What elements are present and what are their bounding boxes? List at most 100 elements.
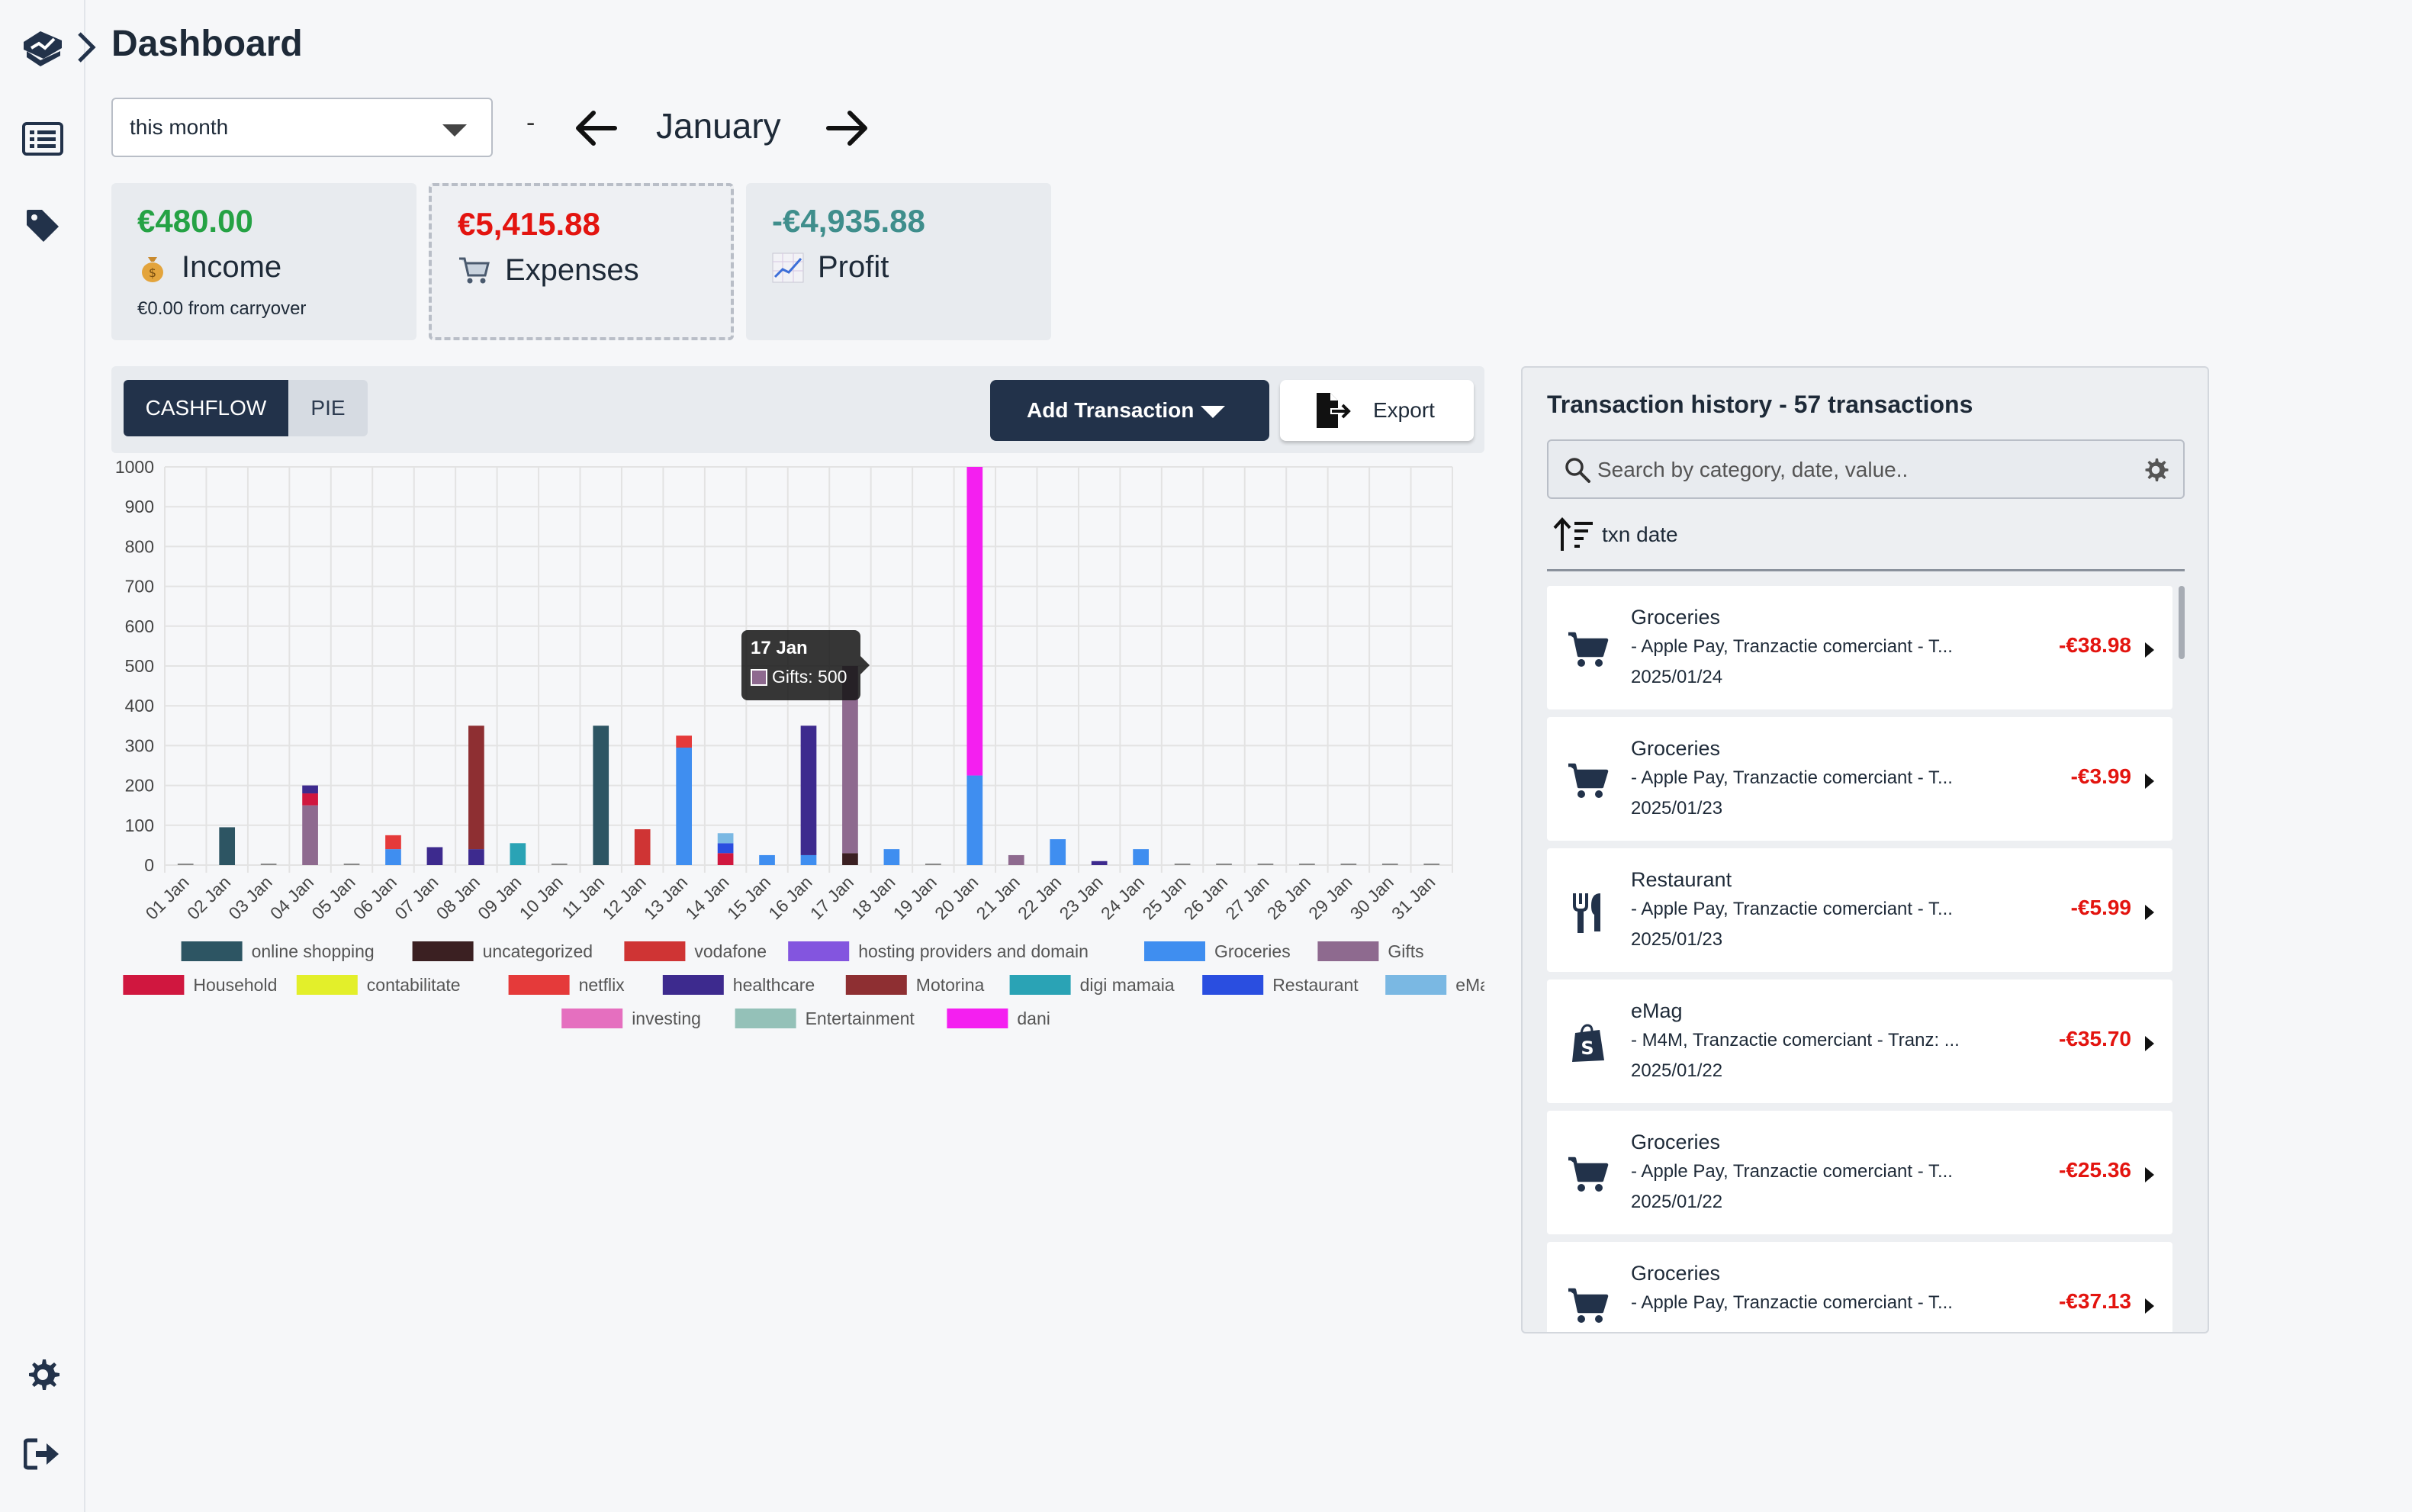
transaction-row[interactable]: Groceries - Apple Pay, Tranzactie comerci… bbox=[1547, 586, 2172, 709]
list-icon[interactable] bbox=[20, 116, 66, 162]
legend-label[interactable]: vodafone bbox=[694, 941, 767, 961]
profit-card[interactable]: -€4,935.88 Profit bbox=[746, 183, 1051, 340]
tab-cashflow[interactable]: CASHFLOW bbox=[124, 380, 288, 436]
bar-segment[interactable] bbox=[634, 829, 651, 865]
tab-pie[interactable]: PIE bbox=[288, 380, 368, 436]
bar-segment[interactable] bbox=[260, 864, 277, 865]
gear-icon[interactable] bbox=[2142, 456, 2169, 484]
legend-swatch[interactable] bbox=[735, 1009, 796, 1028]
bar-segment[interactable] bbox=[302, 785, 318, 794]
legend-swatch[interactable] bbox=[1385, 975, 1447, 995]
income-card[interactable]: €480.00 $ Income €0.00 from carryover bbox=[111, 183, 416, 340]
legend-label[interactable]: online shopping bbox=[252, 941, 375, 961]
bar-segment[interactable] bbox=[302, 805, 318, 865]
legend-label[interactable]: Restaurant bbox=[1272, 975, 1359, 995]
transaction-row[interactable]: Groceries - Apple Pay, Tranzactie comerci… bbox=[1547, 1111, 2172, 1234]
legend-swatch[interactable] bbox=[947, 1009, 1008, 1028]
legend-swatch[interactable] bbox=[123, 975, 185, 995]
bar-segment[interactable] bbox=[966, 467, 983, 776]
bar-segment[interactable] bbox=[343, 864, 360, 865]
bar-segment[interactable] bbox=[1257, 864, 1274, 865]
caret-right-icon[interactable] bbox=[2145, 1167, 2154, 1182]
legend-swatch[interactable] bbox=[662, 975, 724, 995]
caret-right-icon[interactable] bbox=[2145, 774, 2154, 789]
legend-label[interactable]: investing bbox=[632, 1009, 701, 1028]
bar-segment[interactable] bbox=[966, 775, 983, 865]
legend-swatch[interactable] bbox=[1317, 941, 1379, 961]
legend-swatch[interactable] bbox=[1009, 975, 1071, 995]
add-transaction-button[interactable]: Add Transaction bbox=[990, 380, 1269, 441]
bar-segment[interactable] bbox=[759, 854, 775, 865]
bar-segment[interactable] bbox=[468, 849, 484, 865]
transaction-row[interactable]: Groceries - Apple Pay, Tranzactie comerci… bbox=[1547, 1242, 2172, 1332]
bar-segment[interactable] bbox=[717, 833, 734, 844]
bar-segment[interactable] bbox=[1381, 864, 1398, 865]
legend-swatch[interactable] bbox=[181, 941, 243, 961]
arrow-right-icon[interactable] bbox=[824, 107, 870, 150]
gear-icon[interactable] bbox=[20, 1352, 66, 1398]
legend-label[interactable]: eMag bbox=[1455, 975, 1484, 995]
transaction-row[interactable]: Groceries - Apple Pay, Tranzactie comerci… bbox=[1547, 717, 2172, 841]
bar-segment[interactable] bbox=[302, 793, 318, 806]
bar-segment[interactable] bbox=[385, 849, 401, 865]
logo-icon[interactable] bbox=[20, 24, 66, 70]
caret-right-icon[interactable] bbox=[2145, 1036, 2154, 1051]
legend-swatch[interactable] bbox=[1202, 975, 1264, 995]
period-select[interactable]: this month bbox=[111, 98, 493, 157]
legend-swatch[interactable] bbox=[788, 941, 850, 961]
bar-segment[interactable] bbox=[1050, 839, 1066, 865]
bar-segment[interactable] bbox=[551, 864, 568, 865]
bar-segment[interactable] bbox=[1299, 864, 1315, 865]
bar-segment[interactable] bbox=[510, 843, 526, 865]
legend-label[interactable]: netflix bbox=[579, 975, 626, 995]
legend-label[interactable]: contabilitate bbox=[367, 975, 461, 995]
legend-label[interactable]: dani bbox=[1017, 1009, 1050, 1028]
bar-segment[interactable] bbox=[1008, 854, 1024, 865]
bar-segment[interactable] bbox=[426, 847, 443, 865]
bar-segment[interactable] bbox=[1133, 849, 1149, 865]
bar-segment[interactable] bbox=[883, 849, 900, 865]
bar-segment[interactable] bbox=[177, 864, 194, 865]
legend-label[interactable]: Household bbox=[193, 975, 277, 995]
bar-segment[interactable] bbox=[1423, 864, 1440, 865]
legend-label[interactable]: Entertainment bbox=[806, 1009, 915, 1028]
legend-swatch[interactable] bbox=[508, 975, 570, 995]
bar-segment[interactable] bbox=[593, 725, 609, 865]
bar-segment[interactable] bbox=[717, 853, 734, 865]
search-input[interactable] bbox=[1597, 455, 2116, 485]
export-button[interactable]: Export bbox=[1280, 380, 1474, 441]
legend-swatch[interactable] bbox=[845, 975, 907, 995]
caret-right-icon[interactable] bbox=[2145, 1298, 2154, 1314]
caret-right-icon[interactable] bbox=[2145, 905, 2154, 920]
bar-segment[interactable] bbox=[800, 725, 817, 855]
legend-swatch[interactable] bbox=[412, 941, 474, 961]
bar-segment[interactable] bbox=[842, 853, 858, 865]
logout-icon[interactable] bbox=[20, 1431, 66, 1477]
bar-segment[interactable] bbox=[1216, 864, 1232, 865]
tag-icon[interactable] bbox=[20, 203, 66, 249]
legend-label[interactable]: hosting providers and domain bbox=[858, 941, 1089, 961]
legend-label[interactable]: uncategorized bbox=[483, 941, 593, 961]
bar-segment[interactable] bbox=[676, 735, 692, 748]
legend-swatch[interactable] bbox=[624, 941, 686, 961]
legend-label[interactable]: digi mamaia bbox=[1080, 975, 1175, 995]
bar-segment[interactable] bbox=[842, 666, 858, 854]
bar-segment[interactable] bbox=[385, 835, 401, 850]
legend-label[interactable]: Gifts bbox=[1388, 941, 1423, 961]
legend-swatch[interactable] bbox=[561, 1009, 623, 1028]
bar-segment[interactable] bbox=[1174, 864, 1191, 865]
bar-segment[interactable] bbox=[468, 725, 484, 850]
bar-segment[interactable] bbox=[717, 843, 734, 854]
legend-label[interactable]: Motorina bbox=[916, 975, 985, 995]
arrow-left-icon[interactable] bbox=[574, 107, 619, 150]
scrollbar-thumb[interactable] bbox=[2179, 586, 2185, 659]
legend-label[interactable]: Groceries bbox=[1214, 941, 1291, 961]
expenses-card[interactable]: €5,415.88 Expenses bbox=[429, 183, 734, 340]
legend-swatch[interactable] bbox=[1144, 941, 1205, 961]
bar-segment[interactable] bbox=[1340, 864, 1357, 865]
bar-segment[interactable] bbox=[676, 748, 692, 865]
bar-segment[interactable] bbox=[1091, 861, 1108, 865]
bar-segment[interactable] bbox=[925, 864, 941, 865]
sort-control[interactable]: txn date bbox=[1553, 517, 1678, 552]
